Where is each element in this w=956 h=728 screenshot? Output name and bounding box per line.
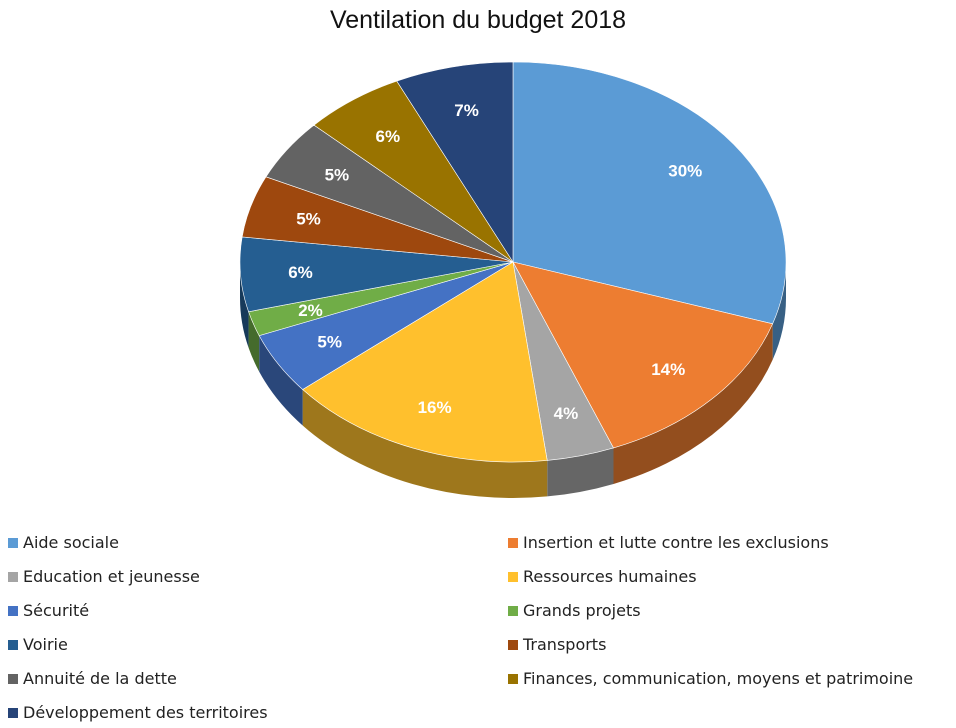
legend-swatch	[8, 537, 18, 548]
pie-slices	[239, 61, 787, 463]
legend-label: Insertion et lutte contre les exclusions	[523, 533, 829, 552]
pie-side-3	[302, 389, 548, 498]
legend-label: Développement des territoires	[23, 703, 268, 722]
pie-slice-10	[396, 61, 514, 264]
pie-slice-1	[512, 261, 774, 449]
legend-item: Transports	[508, 635, 606, 654]
pie-side-2	[547, 447, 614, 497]
pie-slice-3	[302, 261, 548, 463]
data-label-7: 5%	[296, 209, 321, 228]
data-label-8: 5%	[325, 165, 350, 184]
chart-legend: Aide sociale Insertion et lutte contre le…	[0, 528, 956, 728]
legend-item: Annuité de la dette	[8, 669, 177, 688]
legend-label: Annuité de la dette	[23, 669, 177, 688]
legend-item: Sécurité	[8, 601, 89, 620]
legend-swatch	[8, 707, 18, 718]
legend-label: Voirie	[23, 635, 68, 654]
legend-item: Grands projets	[508, 601, 641, 620]
data-label-1: 14%	[651, 360, 685, 379]
legend-label: Finances, communication, moyens et patri…	[523, 669, 914, 688]
legend-item: Finances, communication, moyens et patri…	[508, 669, 913, 688]
legend-label: Education et jeunesse	[23, 567, 200, 586]
data-label-0: 30%	[668, 161, 702, 180]
data-label-10: 7%	[454, 101, 479, 120]
legend-item: Insertion et lutte contre les exclusions	[508, 533, 829, 552]
legend-label: Grands projets	[523, 601, 641, 620]
data-label-3: 16%	[418, 398, 452, 417]
pie-chart: 30% 14% 4% 16% 5% 2% 6% 5% 5% 6% 7%	[239, 61, 787, 498]
legend-swatch	[508, 673, 518, 684]
legend-swatch	[508, 537, 518, 548]
legend-swatch	[508, 571, 518, 582]
legend-item: Ressources humaines	[508, 567, 697, 586]
data-label-6: 6%	[288, 263, 313, 282]
legend-swatch	[8, 639, 18, 650]
pie-side-6	[240, 262, 249, 348]
data-label-9: 6%	[376, 127, 401, 146]
legend-swatch	[508, 605, 518, 616]
legend-item: Aide sociale	[8, 533, 119, 552]
data-label-4: 5%	[317, 332, 342, 351]
legend-swatch	[8, 673, 18, 684]
pie-data-labels: 30% 14% 4% 16% 5% 2% 6% 5% 5% 6% 7%	[288, 101, 702, 423]
pie-side-walls	[240, 262, 786, 498]
data-label-2: 4%	[554, 404, 579, 423]
legend-label: Transports	[523, 635, 607, 654]
pie-slice-0	[512, 61, 787, 325]
legend-swatch	[508, 639, 518, 650]
legend-label: Aide sociale	[23, 533, 119, 552]
pie-side-0	[772, 262, 786, 360]
pie-side-4	[259, 335, 303, 426]
data-label-5: 2%	[298, 301, 323, 320]
legend-item: Développement des territoires	[8, 703, 268, 722]
legend-label: Sécurité	[23, 601, 90, 620]
legend-label: Ressources humaines	[523, 567, 697, 586]
legend-item: Education et jeunesse	[8, 567, 200, 586]
pie-side-5	[248, 311, 260, 372]
legend-swatch	[8, 571, 18, 582]
chart-title: Ventilation du budget 2018	[329, 6, 627, 34]
pie-side-1	[613, 323, 773, 484]
legend-item: Voirie	[8, 635, 68, 654]
legend-swatch	[8, 605, 18, 616]
